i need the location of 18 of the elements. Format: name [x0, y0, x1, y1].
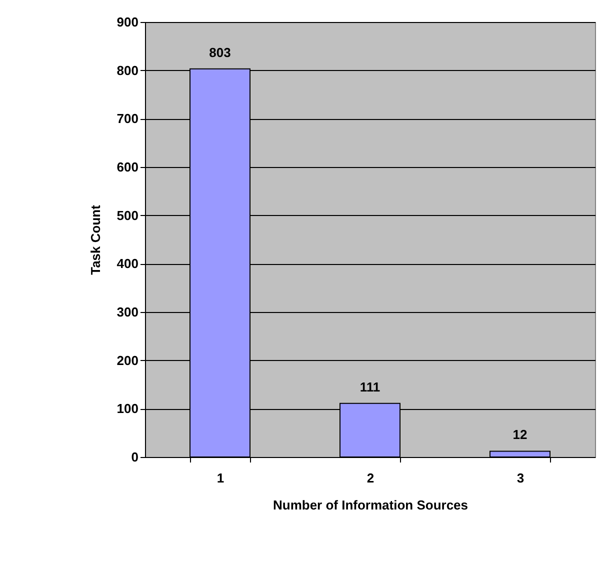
x-tick-label: 1: [216, 470, 224, 486]
y-tick-label: 600: [116, 160, 138, 174]
data-label: 111: [360, 379, 380, 394]
x-tick-label: 3: [516, 470, 524, 486]
data-label: 803: [209, 44, 231, 60]
y-axis-title: Task Count: [88, 204, 103, 275]
data-label: 12: [512, 427, 528, 442]
x-tick-label: 2: [366, 470, 374, 486]
y-tick-label: 700: [116, 111, 138, 126]
y-tick-label: 300: [116, 304, 138, 320]
y-tick-label: 900: [116, 14, 138, 30]
y-tick-label: 800: [116, 62, 138, 78]
y-tick-label: 500: [116, 208, 138, 223]
y-tick-label: 400: [116, 256, 138, 272]
y-tick-label: 200: [116, 352, 138, 368]
y-tick-label: 100: [116, 401, 138, 416]
y-tick-label: 0: [131, 450, 138, 464]
x-axis-title: Number of Information Sources: [272, 498, 468, 512]
